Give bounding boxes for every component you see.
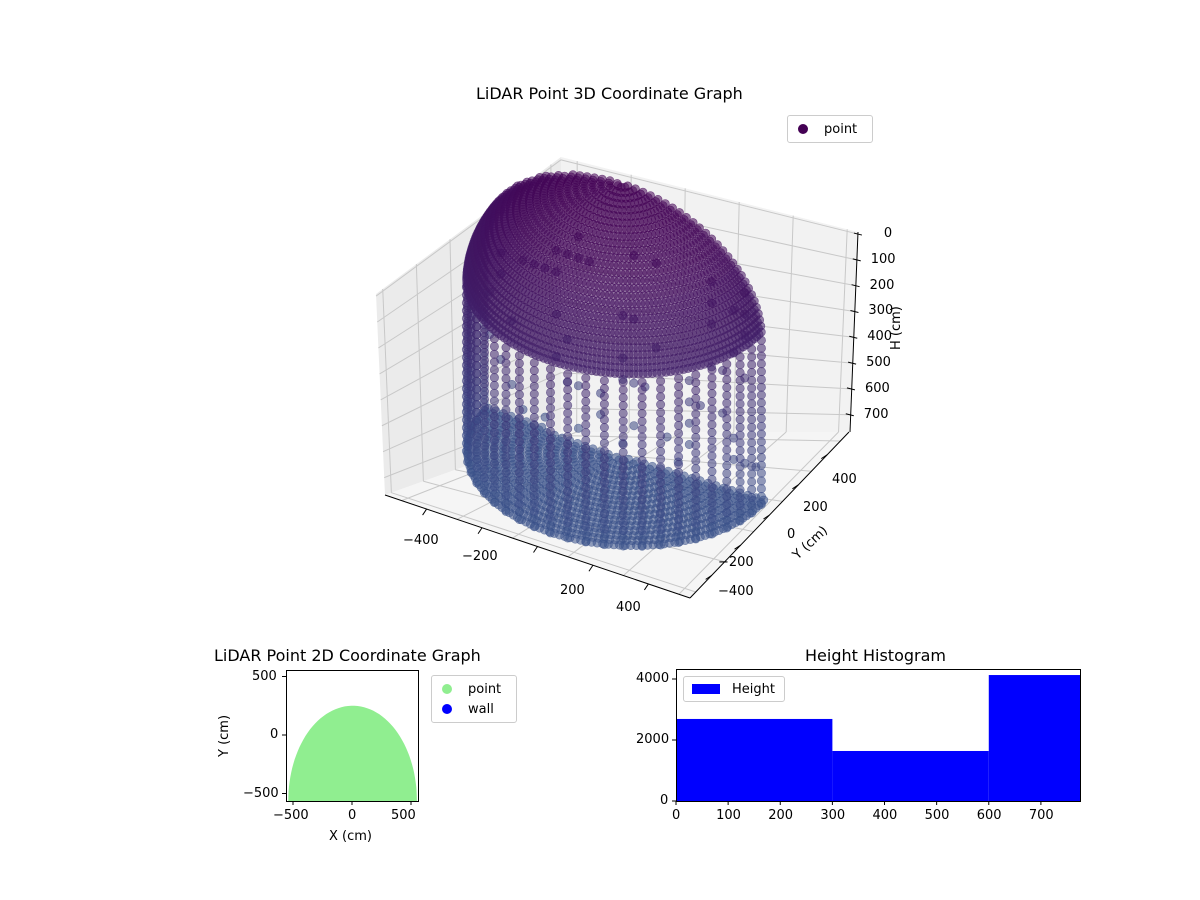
z-tick-label: 400 xyxy=(867,329,892,344)
x-tick-label: 500 xyxy=(925,808,950,823)
z-tick-label: 0 xyxy=(884,226,892,241)
x-tick-label: 500 xyxy=(391,808,416,823)
z-tick-label: 300 xyxy=(868,303,893,318)
x-tick-label: 200 xyxy=(560,583,585,598)
y-tick-label: 200 xyxy=(803,500,828,515)
x-tick-label: 700 xyxy=(1029,808,1054,823)
z-tick-label: 500 xyxy=(866,355,891,370)
x-tick-label: −200 xyxy=(462,549,498,564)
x-tick-label: 0 xyxy=(672,808,680,823)
y-tick-label: 0 xyxy=(270,727,278,742)
histogram-bar xyxy=(832,751,988,801)
y-tick-label: 500 xyxy=(252,669,277,684)
y-tick-label: 400 xyxy=(832,472,857,487)
legend-label: Height xyxy=(732,682,775,697)
y-tick-label: −500 xyxy=(243,786,279,801)
x-tick-label: 400 xyxy=(616,600,641,615)
z-tick-label: 600 xyxy=(865,381,890,396)
z-tick-label: 200 xyxy=(870,278,895,293)
x-tick-label: 100 xyxy=(716,808,741,823)
z-tick-label: 700 xyxy=(864,407,889,422)
histogram-bar xyxy=(676,719,832,801)
histogram-bar xyxy=(989,675,1080,801)
x-tick-label: 300 xyxy=(820,808,845,823)
x-tick-label: 0 xyxy=(348,808,356,823)
x-tick-label: 600 xyxy=(977,808,1002,823)
y-tick-label: −400 xyxy=(718,584,754,599)
y-tick-label: −200 xyxy=(718,555,754,570)
y-tick-label: 4000 xyxy=(636,671,669,686)
x-tick-label: −400 xyxy=(403,533,439,548)
histogram-legend: Height xyxy=(683,676,785,702)
histogram-canvas xyxy=(0,0,1200,900)
x-tick-label: −500 xyxy=(273,808,309,823)
y-tick-label: 2000 xyxy=(636,732,669,747)
x-tick-label: 400 xyxy=(873,808,898,823)
legend-swatch-height-icon xyxy=(692,684,720,694)
y-tick-label: 0 xyxy=(787,527,795,542)
y-tick-label: 0 xyxy=(660,793,668,808)
x-tick-label: 200 xyxy=(768,808,793,823)
z-tick-label: 100 xyxy=(871,252,896,267)
legend-item-height: Height xyxy=(690,679,778,699)
